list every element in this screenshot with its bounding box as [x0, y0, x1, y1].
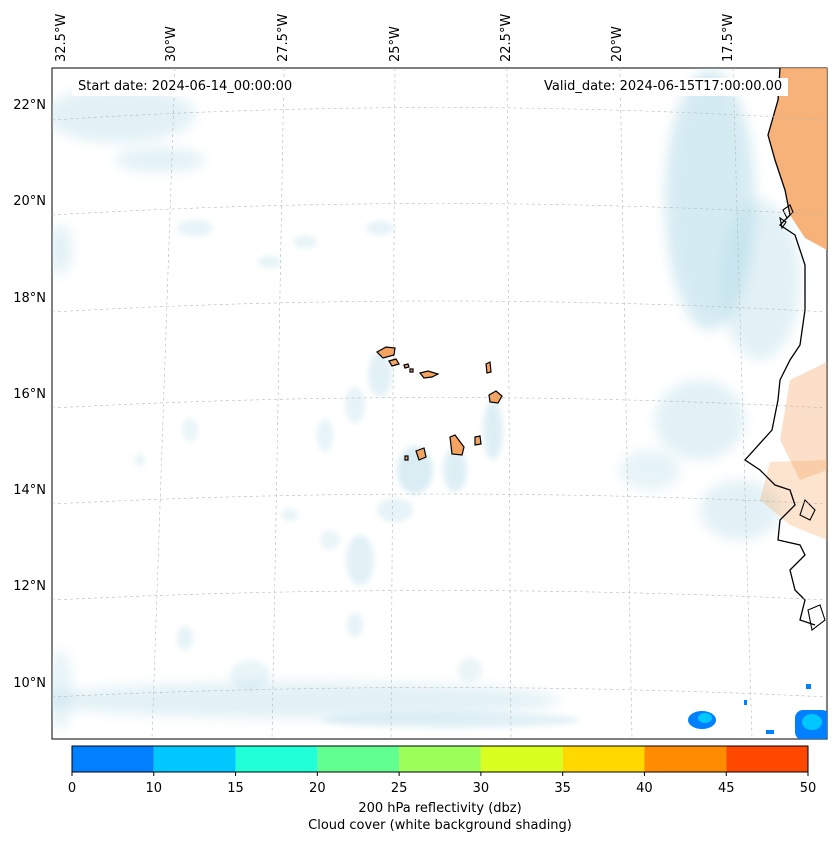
- lat-label-10n: 10°N: [13, 676, 46, 691]
- lat-label-16n: 16°N: [13, 387, 46, 402]
- colorbar-segment: [644, 746, 727, 772]
- colorbar-segment: [72, 746, 154, 772]
- colorbar-tick-label: 30: [472, 781, 490, 796]
- valid-date-label: Valid_date: 2024-06-15T17:00:00.00: [538, 78, 789, 96]
- cape-verde-islands: [376, 346, 503, 461]
- reflectivity-patches: [688, 684, 827, 739]
- colorbar-tick-label: 25: [390, 781, 408, 796]
- cloud-cover-shading: [52, 70, 800, 730]
- colorbar-segment: [153, 746, 236, 772]
- colorbar-segment: [562, 746, 645, 772]
- lon-label-22-5w: 22.5°W: [499, 13, 514, 62]
- lat-label-20n: 20°N: [13, 194, 46, 209]
- colorbar-border: [71, 745, 809, 773]
- colorbar-sublabel: Cloud cover (white background shading): [308, 818, 572, 833]
- lat-label-22n: 22°N: [13, 98, 46, 113]
- colorbar: [71, 745, 809, 776]
- lon-label-27-5w: 27.5°W: [276, 13, 291, 62]
- graticule: [52, 68, 827, 739]
- colorbar-segment: [480, 746, 563, 772]
- colorbar-label: 200 hPa reflectivity (dbz): [358, 801, 522, 816]
- lon-label-17-5w: 17.5°W: [721, 13, 736, 62]
- lat-label-14n: 14°N: [13, 483, 46, 498]
- coastline-detail: [779, 204, 826, 631]
- colorbar-tick-label: 35: [554, 781, 571, 796]
- lon-label-25w: 25°W: [388, 26, 403, 62]
- colorbar-tick-label: 15: [227, 781, 244, 796]
- colorbar-tick-label: 40: [636, 781, 653, 796]
- start-date-label: Start date: 2024-06-14_00:00:00: [72, 78, 299, 96]
- colorbar-segment: [317, 746, 400, 772]
- colorbar-tick-label: 20: [309, 781, 326, 796]
- lon-label-20w: 20°W: [610, 26, 625, 62]
- lon-label-32-5w: 32.5°W: [54, 13, 69, 62]
- lat-label-18n: 18°N: [13, 291, 46, 306]
- colorbar-tick-label: 45: [717, 781, 735, 796]
- colorbar-tick-label: 50: [799, 781, 817, 796]
- colorbar-segment: [235, 746, 318, 772]
- colorbar-tick-label: 0: [67, 781, 77, 796]
- lon-label-30w: 30°W: [164, 26, 179, 62]
- colorbar-segment: [399, 746, 481, 772]
- colorbar-tick-label: 10: [145, 781, 163, 796]
- colorbar-segment: [726, 746, 808, 772]
- lat-label-12n: 12°N: [13, 579, 46, 594]
